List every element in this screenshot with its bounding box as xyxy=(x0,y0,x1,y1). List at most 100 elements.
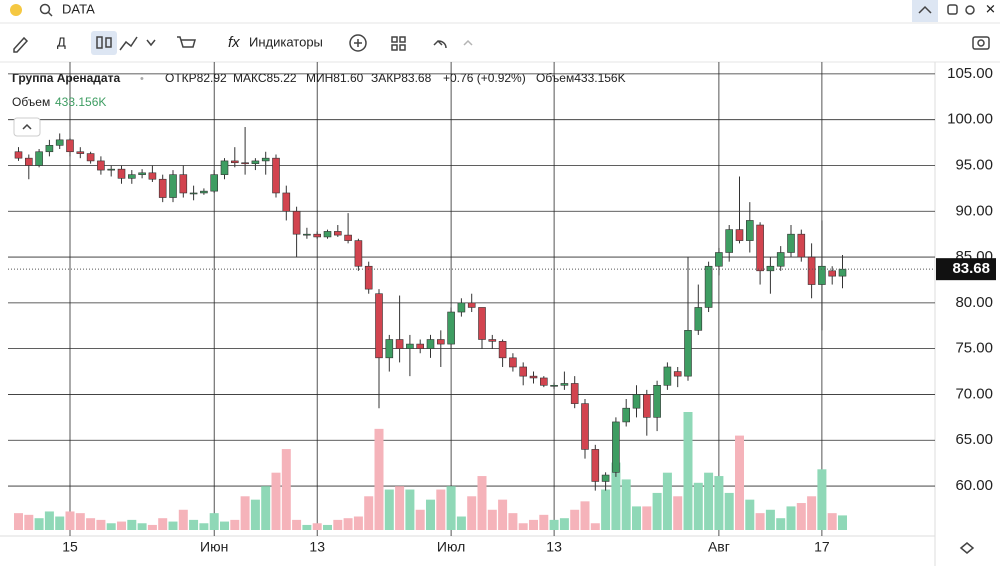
legend-dot: • xyxy=(140,73,144,85)
candle-body xyxy=(35,151,43,166)
candle-body xyxy=(416,343,425,349)
candle-body xyxy=(519,366,528,377)
volume-bar xyxy=(477,476,487,530)
layout-button[interactable] xyxy=(391,36,406,51)
volume-bar xyxy=(765,509,775,530)
candle-body xyxy=(684,330,692,377)
candle-body xyxy=(828,270,837,277)
candle-body xyxy=(169,174,177,198)
candle-body xyxy=(725,229,734,253)
axis-settings[interactable] xyxy=(959,542,975,554)
volume-bar xyxy=(539,514,549,530)
candle-body xyxy=(97,160,105,171)
collapse-icon xyxy=(918,5,932,14)
x-tick-label: 15 xyxy=(62,539,78,555)
settings-button[interactable] xyxy=(965,5,975,15)
volume-bar xyxy=(467,496,477,530)
volume-bar xyxy=(24,514,34,530)
screenshot-button[interactable] xyxy=(972,36,990,50)
close-button[interactable]: ✕ xyxy=(985,1,996,16)
legend-change: +0.76 (+0.92%) xyxy=(443,71,526,85)
candle-body xyxy=(272,157,280,194)
volume-bar xyxy=(611,462,621,530)
candle-body xyxy=(467,302,476,308)
volume-bar xyxy=(426,499,435,530)
indicators-button[interactable]: Индикаторы xyxy=(249,34,323,49)
volume-bar xyxy=(704,472,714,530)
candles-button[interactable] xyxy=(91,31,117,55)
volume-bar xyxy=(209,513,219,530)
volume-bar xyxy=(250,499,260,530)
y-tick-label: 105.00 xyxy=(947,65,993,82)
candle-body xyxy=(642,394,651,418)
collapse-button[interactable] xyxy=(912,0,938,22)
y-tick-label: 60.00 xyxy=(955,477,993,494)
candle-body xyxy=(601,474,610,482)
volume-bar xyxy=(683,412,693,530)
volume-bar xyxy=(796,503,806,530)
volume-bar xyxy=(261,486,271,530)
cart-button[interactable] xyxy=(177,36,196,48)
add-button[interactable] xyxy=(349,34,367,52)
candle-body xyxy=(14,151,23,159)
x-tick-label: Авг xyxy=(708,539,730,555)
candle-body xyxy=(86,153,95,162)
candle-body xyxy=(313,233,322,238)
legend-volume: Объем433.156K xyxy=(536,71,626,85)
candle-body xyxy=(220,160,229,175)
draw-tool[interactable] xyxy=(13,36,29,53)
candle-body xyxy=(261,157,270,162)
volume-bar xyxy=(693,482,703,530)
volume-bar xyxy=(395,486,405,530)
volume-bar xyxy=(415,509,425,530)
volume-bar xyxy=(446,486,456,530)
volume-bar xyxy=(601,489,611,530)
candle-body xyxy=(241,162,249,165)
candle-body xyxy=(776,252,785,267)
volume-bar xyxy=(487,509,497,530)
volume-bar xyxy=(590,523,600,530)
candle-body xyxy=(653,384,661,418)
volume-bar xyxy=(312,523,322,530)
candle-body xyxy=(787,233,795,253)
candle-body xyxy=(138,172,146,175)
volume-bar xyxy=(632,506,641,530)
volume-bar xyxy=(570,509,580,530)
candle-body xyxy=(591,449,600,482)
collapse-legend[interactable] xyxy=(13,117,41,137)
line-type-button[interactable] xyxy=(119,36,138,51)
volume-bar xyxy=(498,499,508,530)
volume-bar xyxy=(271,472,281,530)
x-tick-label: Июн xyxy=(200,539,228,555)
volume-bar xyxy=(508,513,518,530)
interval-button[interactable]: Д xyxy=(57,34,66,49)
candle-body xyxy=(766,265,775,272)
symbol[interactable]: DATA xyxy=(62,1,95,16)
candle-icon xyxy=(96,36,103,49)
volume-bar xyxy=(364,496,374,530)
window-button[interactable] xyxy=(947,4,958,15)
volume-bar xyxy=(529,519,538,530)
volume-bar xyxy=(817,469,827,530)
volume-bar xyxy=(714,476,724,530)
candle-body xyxy=(128,174,136,179)
volume-bar xyxy=(343,518,353,530)
volume-bar xyxy=(34,518,44,530)
volume-bar xyxy=(65,511,75,530)
candle-body xyxy=(292,210,301,235)
y-tick-label: 75.00 xyxy=(955,340,993,357)
undo-button[interactable] xyxy=(433,39,447,49)
volume-bar xyxy=(117,521,126,530)
x-tick-label: 17 xyxy=(814,539,830,555)
volume-bar xyxy=(44,511,54,530)
volume-name: Объем xyxy=(12,95,50,109)
volume-bar xyxy=(621,479,631,530)
candle-body xyxy=(704,265,713,308)
search-icon[interactable] xyxy=(39,3,51,15)
volume-bar xyxy=(374,428,384,530)
redo-button[interactable] xyxy=(463,39,473,46)
volume-bar xyxy=(189,519,199,530)
candle-body xyxy=(364,265,373,290)
type-dropdown[interactable] xyxy=(146,39,156,47)
volume-bar xyxy=(230,519,240,530)
